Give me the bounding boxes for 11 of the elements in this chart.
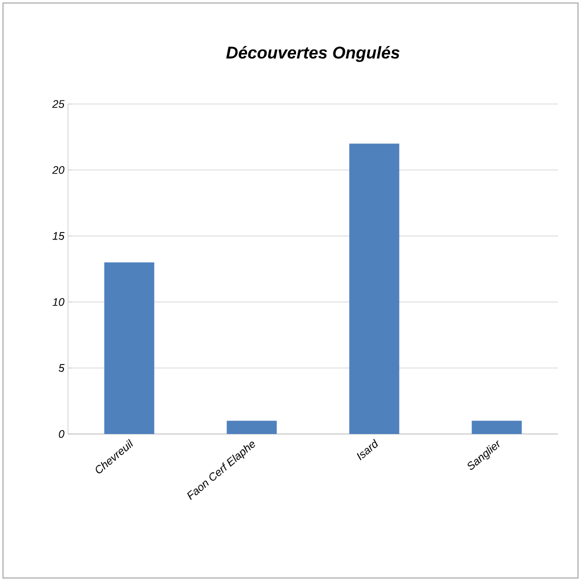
bar <box>472 420 522 434</box>
y-tick-label: 5 <box>58 364 65 372</box>
y-tick-label: 0 <box>58 430 64 438</box>
bar <box>349 144 400 434</box>
y-tick-label: 20 <box>52 166 64 174</box>
bar <box>226 420 277 434</box>
y-tick-label: 15 <box>52 232 65 240</box>
bar <box>104 262 154 434</box>
y-tick-label: 25 <box>52 100 65 108</box>
chart-title: Découvertes Ongulés <box>226 46 400 62</box>
y-tick-label: 10 <box>52 298 64 306</box>
